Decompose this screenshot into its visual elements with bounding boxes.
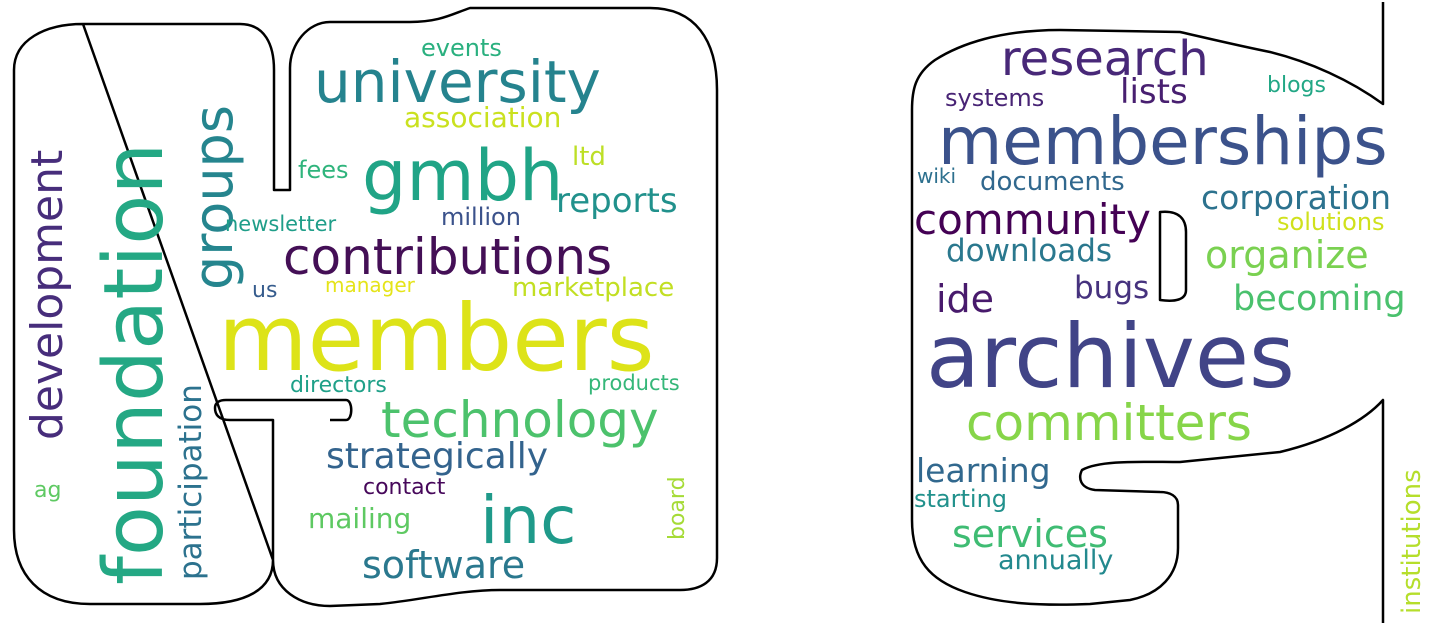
word-reports: reports bbox=[556, 181, 678, 221]
word-corporation: corporation bbox=[1201, 178, 1391, 217]
word-development: development bbox=[22, 150, 73, 440]
word-committers: committers bbox=[966, 394, 1252, 452]
word-university: university bbox=[314, 48, 601, 116]
word-directors: directors bbox=[290, 373, 387, 398]
word-archives: archives bbox=[926, 305, 1295, 408]
word-services: services bbox=[952, 512, 1108, 556]
letter-g-outline bbox=[910, 2, 1385, 623]
word-board: board bbox=[665, 476, 690, 540]
word-products: products bbox=[588, 371, 680, 395]
word-inc: inc bbox=[480, 482, 576, 559]
word-newsletter: newsletter bbox=[225, 212, 336, 236]
word-research: research bbox=[1001, 31, 1209, 87]
word-annually: annually bbox=[998, 545, 1113, 576]
word-systems: systems bbox=[945, 84, 1044, 112]
word-manager: manager bbox=[325, 273, 416, 297]
word-software: software bbox=[362, 543, 525, 587]
word-lists: lists bbox=[1120, 72, 1188, 112]
word-documents: documents bbox=[980, 167, 1125, 197]
word-community: community bbox=[914, 195, 1151, 244]
word-mailing: mailing bbox=[308, 502, 411, 535]
word-strategically: strategically bbox=[326, 436, 548, 477]
word-downloads: downloads bbox=[946, 233, 1112, 269]
word-technology: technology bbox=[381, 391, 659, 449]
word-ag: ag bbox=[34, 478, 61, 503]
word-association: association bbox=[404, 101, 561, 134]
word-ltd: ltd bbox=[572, 142, 606, 172]
letter-e-outline bbox=[12, 6, 719, 608]
word-participation: participation bbox=[173, 384, 209, 580]
word-foundation: foundation bbox=[87, 143, 182, 585]
word-members: members bbox=[218, 285, 655, 392]
word-contact: contact bbox=[363, 475, 446, 500]
word-fees: fees bbox=[298, 156, 348, 184]
word-institutions: institutions bbox=[1397, 469, 1427, 614]
word-becoming: becoming bbox=[1233, 279, 1406, 319]
word-bugs: bugs bbox=[1074, 270, 1149, 306]
word-starting: starting bbox=[914, 485, 1007, 513]
word-events: events bbox=[421, 34, 502, 62]
word-wiki: wiki bbox=[917, 164, 956, 188]
word-blogs: blogs bbox=[1267, 73, 1326, 98]
word-memberships: memberships bbox=[938, 103, 1388, 180]
word-us: us bbox=[252, 278, 277, 303]
word-million: million bbox=[441, 203, 521, 231]
word-ide: ide bbox=[936, 277, 994, 321]
word-solutions: solutions bbox=[1277, 208, 1385, 236]
word-contributions: contributions bbox=[283, 228, 612, 286]
word-learning: learning bbox=[916, 451, 1051, 490]
word-marketplace: marketplace bbox=[512, 273, 674, 303]
word-groups: groups bbox=[182, 105, 245, 290]
word-organize: organize bbox=[1205, 233, 1369, 277]
word-gmbh: gmbh bbox=[362, 135, 563, 217]
